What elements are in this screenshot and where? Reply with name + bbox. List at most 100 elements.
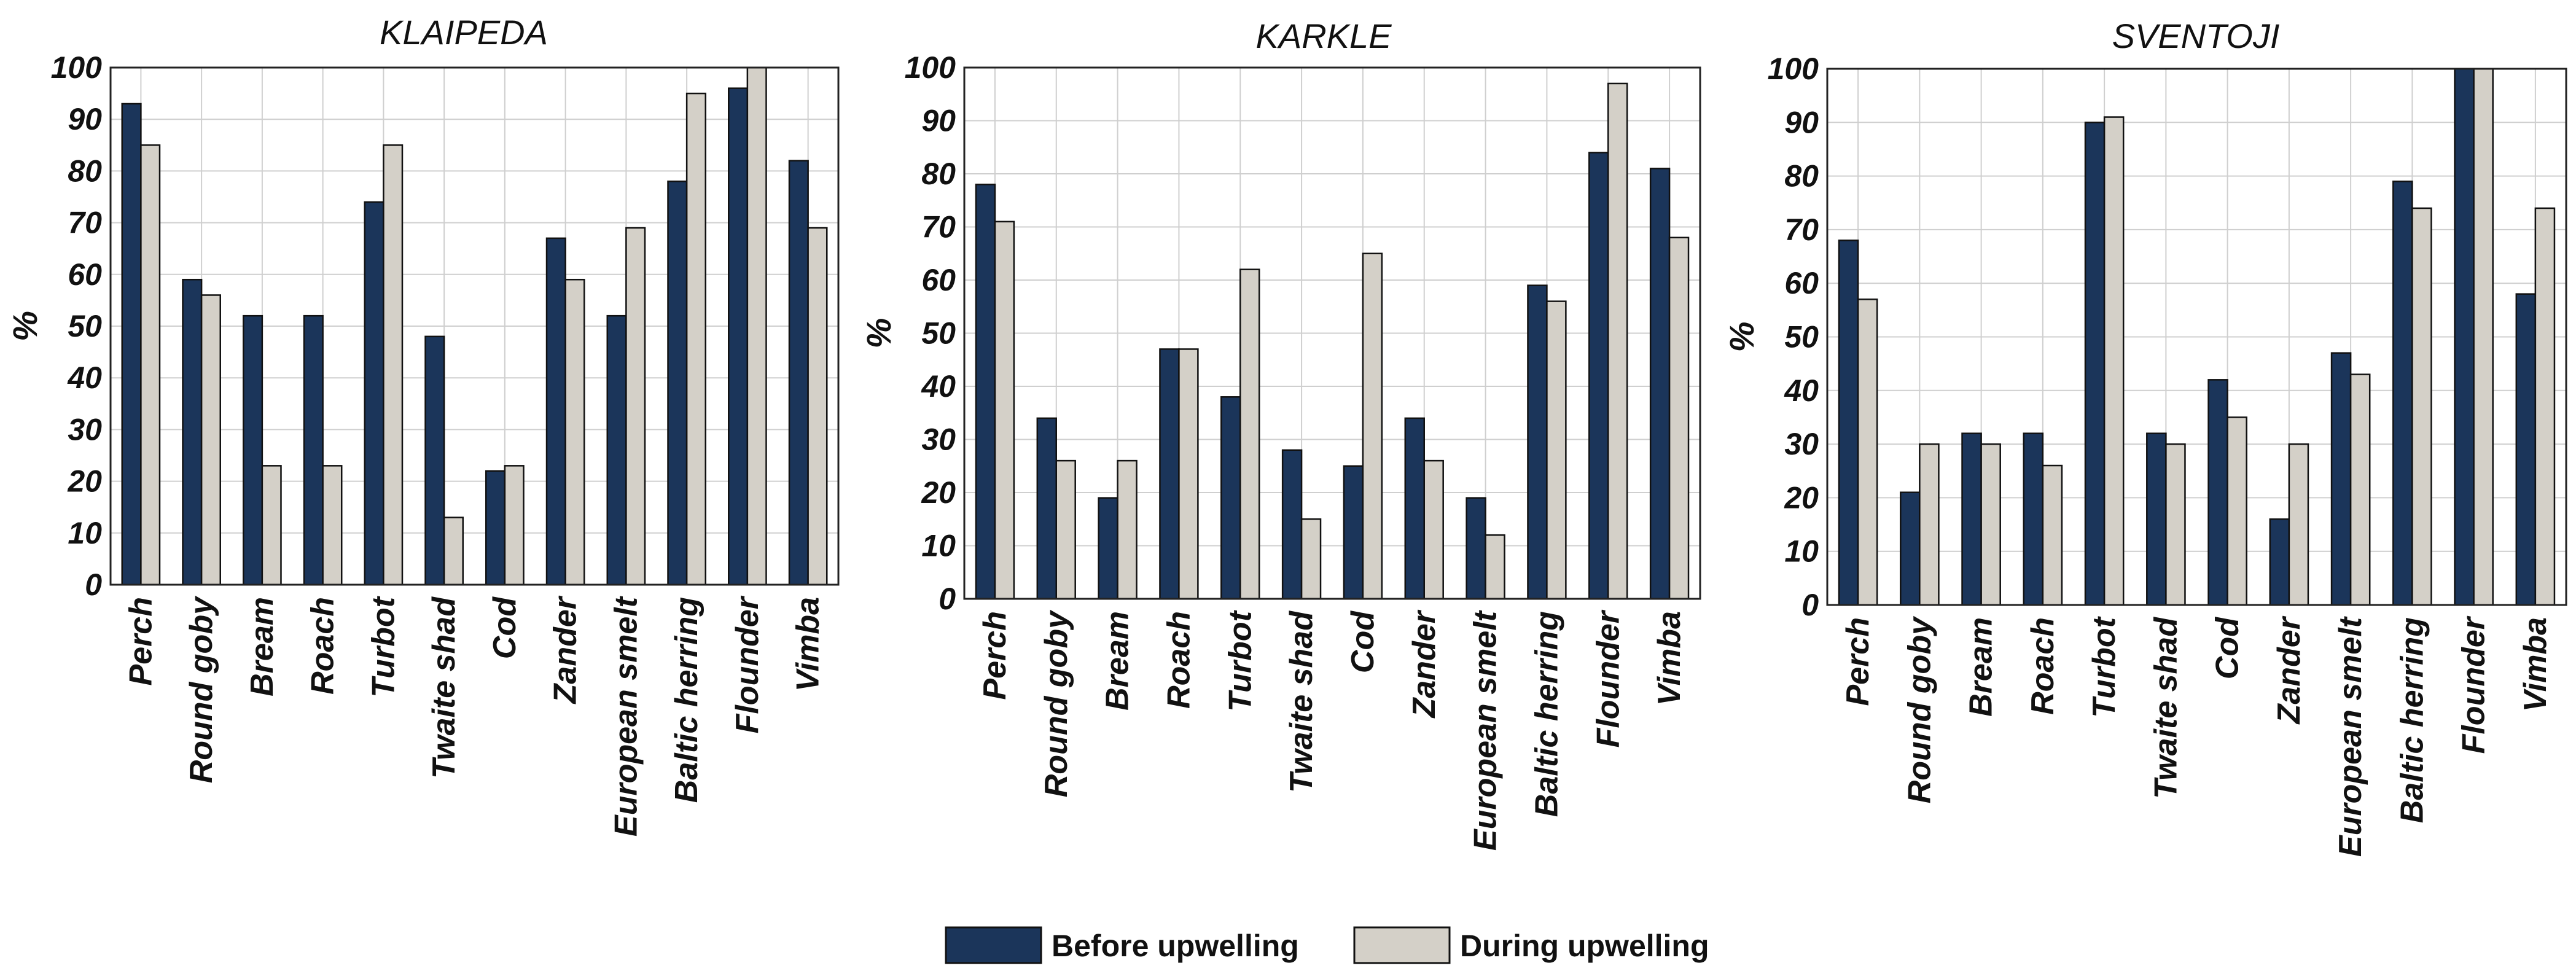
bar-before-upwelling-roach <box>303 314 324 586</box>
bar-before-upwelling-european-smelt <box>606 314 627 586</box>
bar-during-upwelling-baltic-herring <box>1546 300 1567 600</box>
bar-before-upwelling-bream <box>243 314 263 586</box>
x-tick-label-cod: Cod <box>2210 617 2246 679</box>
bar-during-upwelling-european-smelt <box>2349 373 2371 606</box>
y-tick-label: 80 <box>921 157 956 191</box>
bar-before-upwelling-european-smelt <box>2330 352 2352 606</box>
bar-during-upwelling-twaite-shad <box>2165 443 2186 606</box>
x-tick-label-round-goby: Round goby <box>1039 609 1074 797</box>
legend-swatch-before-upwelling <box>945 926 1042 964</box>
bar-before-upwelling-cod <box>2207 379 2228 606</box>
x-tick-label-round-goby: Round goby <box>184 595 219 783</box>
bar-during-upwelling-european-smelt <box>625 227 646 586</box>
bar-before-upwelling-perch <box>121 103 142 586</box>
bar-during-upwelling-turbot <box>2103 116 2125 606</box>
bar-during-upwelling-twaite-shad <box>1300 518 1322 600</box>
bar-before-upwelling-zander <box>2269 518 2290 606</box>
x-tick-label-vimba: Vimba <box>2518 617 2553 712</box>
x-tick-label-european-smelt: European smelt <box>1468 609 1504 851</box>
y-tick-label: 70 <box>921 210 956 244</box>
y-tick-label: 50 <box>68 309 102 343</box>
y-axis-label: % <box>6 311 44 341</box>
x-tick-label-perch: Perch <box>1840 617 1876 706</box>
bar-during-upwelling-perch <box>140 144 161 586</box>
bar-before-upwelling-turbot <box>2084 122 2106 606</box>
bar-during-upwelling-round-goby <box>1055 459 1076 600</box>
bar-during-upwelling-flounder <box>746 66 767 586</box>
legend-label-during-upwelling: During upwelling <box>1460 929 1709 963</box>
chart-title: KARKLE <box>1256 17 1392 55</box>
bar-before-upwelling-roach <box>1159 348 1180 600</box>
x-tick-label-roach: Roach <box>1161 611 1196 709</box>
y-tick-label: 20 <box>67 464 102 499</box>
x-tick-label-baltic-herring: Baltic herring <box>669 597 704 803</box>
bar-before-upwelling-zander <box>1404 417 1426 600</box>
chart-panel-karkle: 0 10 20 30 40 50 60 70 80 90 100 Perch Round goby Bre… <box>859 17 1701 851</box>
y-tick-label: 60 <box>68 257 102 292</box>
x-tick-label-flounder: Flounder <box>1590 609 1626 747</box>
x-tick-label-roach: Roach <box>305 597 341 695</box>
bar-before-upwelling-turbot <box>364 201 384 586</box>
axes-frame <box>109 66 840 586</box>
bar-before-upwelling-cod <box>1343 465 1364 600</box>
x-tick-label-turbot: Turbot <box>1222 609 1258 711</box>
y-tick-label: 40 <box>67 361 102 395</box>
bar-during-upwelling-vimba <box>2534 207 2556 606</box>
chart-panel-sventoji: 0 10 20 30 40 50 60 70 80 90 100 Perch Round goby Bre… <box>1722 17 2567 857</box>
bar-before-upwelling-baltic-herring <box>667 180 688 586</box>
bar-during-upwelling-roach <box>1178 348 1199 600</box>
legend-label-before-upwelling: Before upwelling <box>1052 929 1299 963</box>
bar-before-upwelling-roach <box>2023 432 2044 606</box>
y-tick-label: 50 <box>1784 320 1819 354</box>
chart-panel-klaipeda: 0 10 20 30 40 50 60 70 80 90 100 Perch Round goby Bre… <box>6 13 840 837</box>
bar-during-upwelling-bream <box>1117 459 1138 600</box>
y-tick-label: 60 <box>921 263 956 297</box>
x-tick-label-bream: Bream <box>244 597 280 696</box>
bar-before-upwelling-zander <box>545 237 566 586</box>
y-tick-label: 90 <box>1784 105 1819 139</box>
y-tick-label: 90 <box>68 102 102 136</box>
x-tick-label-baltic-herring: Baltic herring <box>1529 611 1564 817</box>
y-tick-label: 90 <box>921 104 956 138</box>
y-tick-label: 0 <box>85 568 102 602</box>
bar-before-upwelling-baltic-herring <box>1527 284 1548 600</box>
x-tick-label-vimba: Vimba <box>1652 611 1687 706</box>
y-tick-label: 0 <box>1801 588 1819 622</box>
x-tick-label-baltic-herring: Baltic herring <box>2394 617 2430 823</box>
x-tick-label-perch: Perch <box>977 611 1013 700</box>
axes-frame <box>1826 68 2567 606</box>
bar-before-upwelling-baltic-herring <box>2392 181 2413 606</box>
bar-during-upwelling-roach <box>322 465 343 586</box>
bar-before-upwelling-vimba <box>788 160 809 586</box>
bar-during-upwelling-vimba <box>1668 236 1690 600</box>
bar-during-upwelling-bream <box>261 465 282 586</box>
x-tick-label-bream: Bream <box>1964 617 1999 717</box>
bar-before-upwelling-turbot <box>1220 396 1241 600</box>
x-tick-label-twaite-shad: Twaite shad <box>2148 617 2184 799</box>
bar-during-upwelling-round-goby <box>200 294 221 586</box>
x-tick-label-round-goby: Round goby <box>1902 615 1937 803</box>
x-tick-label-zander: Zander <box>1407 609 1442 719</box>
x-tick-label-european-smelt: European smelt <box>608 595 644 837</box>
y-axis-label: % <box>1722 322 1761 353</box>
y-tick-label: 40 <box>921 369 956 404</box>
x-tick-label-bream: Bream <box>1100 611 1136 711</box>
x-tick-label-cod: Cod <box>487 596 523 659</box>
bar-during-upwelling-twaite-shad <box>443 517 464 586</box>
x-tick-label-flounder: Flounder <box>730 595 765 733</box>
bar-during-upwelling-cod <box>504 465 525 586</box>
x-tick-label-roach: Roach <box>2025 617 2061 715</box>
bar-during-upwelling-turbot <box>1239 268 1260 600</box>
y-tick-label: 100 <box>905 50 956 85</box>
bar-during-upwelling-baltic-herring <box>2411 207 2432 606</box>
bar-during-upwelling-perch <box>994 220 1015 600</box>
y-tick-label: 30 <box>921 423 956 457</box>
bar-before-upwelling-cod <box>485 470 506 586</box>
y-tick-label: 30 <box>68 412 102 447</box>
bar-before-upwelling-twaite-shad <box>1281 449 1303 600</box>
bar-before-upwelling-vimba <box>2515 293 2537 606</box>
bar-during-upwelling-roach <box>2042 464 2063 606</box>
y-tick-label: 30 <box>1784 427 1819 461</box>
axes-frame <box>963 66 1701 600</box>
y-tick-label: 10 <box>1784 534 1819 569</box>
